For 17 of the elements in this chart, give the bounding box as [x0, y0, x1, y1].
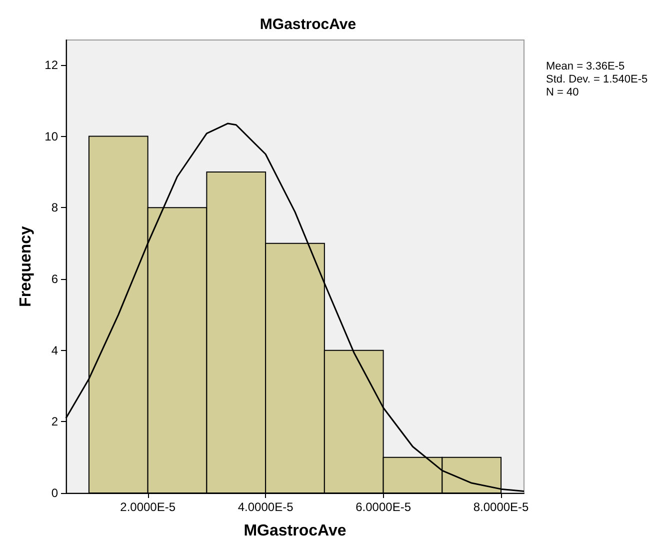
y-axis-title: Frequency	[17, 226, 34, 307]
y-tick-label: 4	[51, 343, 58, 358]
y-tick-label: 8	[51, 200, 58, 215]
y-tick-label: 2	[51, 414, 58, 429]
chart-title: MGastrocAve	[260, 16, 356, 33]
x-axis-title: MGastrocAve	[244, 522, 346, 540]
x-tick-label: 8.0000E-5	[473, 500, 530, 514]
x-tick-label: 6.0000E-5	[356, 500, 412, 514]
text: Std. Dev. = 1.540E-5	[546, 74, 648, 86]
y-tick-label: 12	[44, 58, 58, 72]
text: N = 40	[546, 86, 579, 98]
x-tick-label: 2.0000E-5	[120, 500, 176, 514]
y-tick-label: 10	[44, 129, 58, 144]
text: Mean = 3.36E-5	[546, 60, 625, 72]
y-tick-label: 6	[51, 272, 58, 286]
x-tick-label: 4.0000E-5	[238, 500, 294, 514]
y-tick-label: 0	[51, 486, 58, 500]
